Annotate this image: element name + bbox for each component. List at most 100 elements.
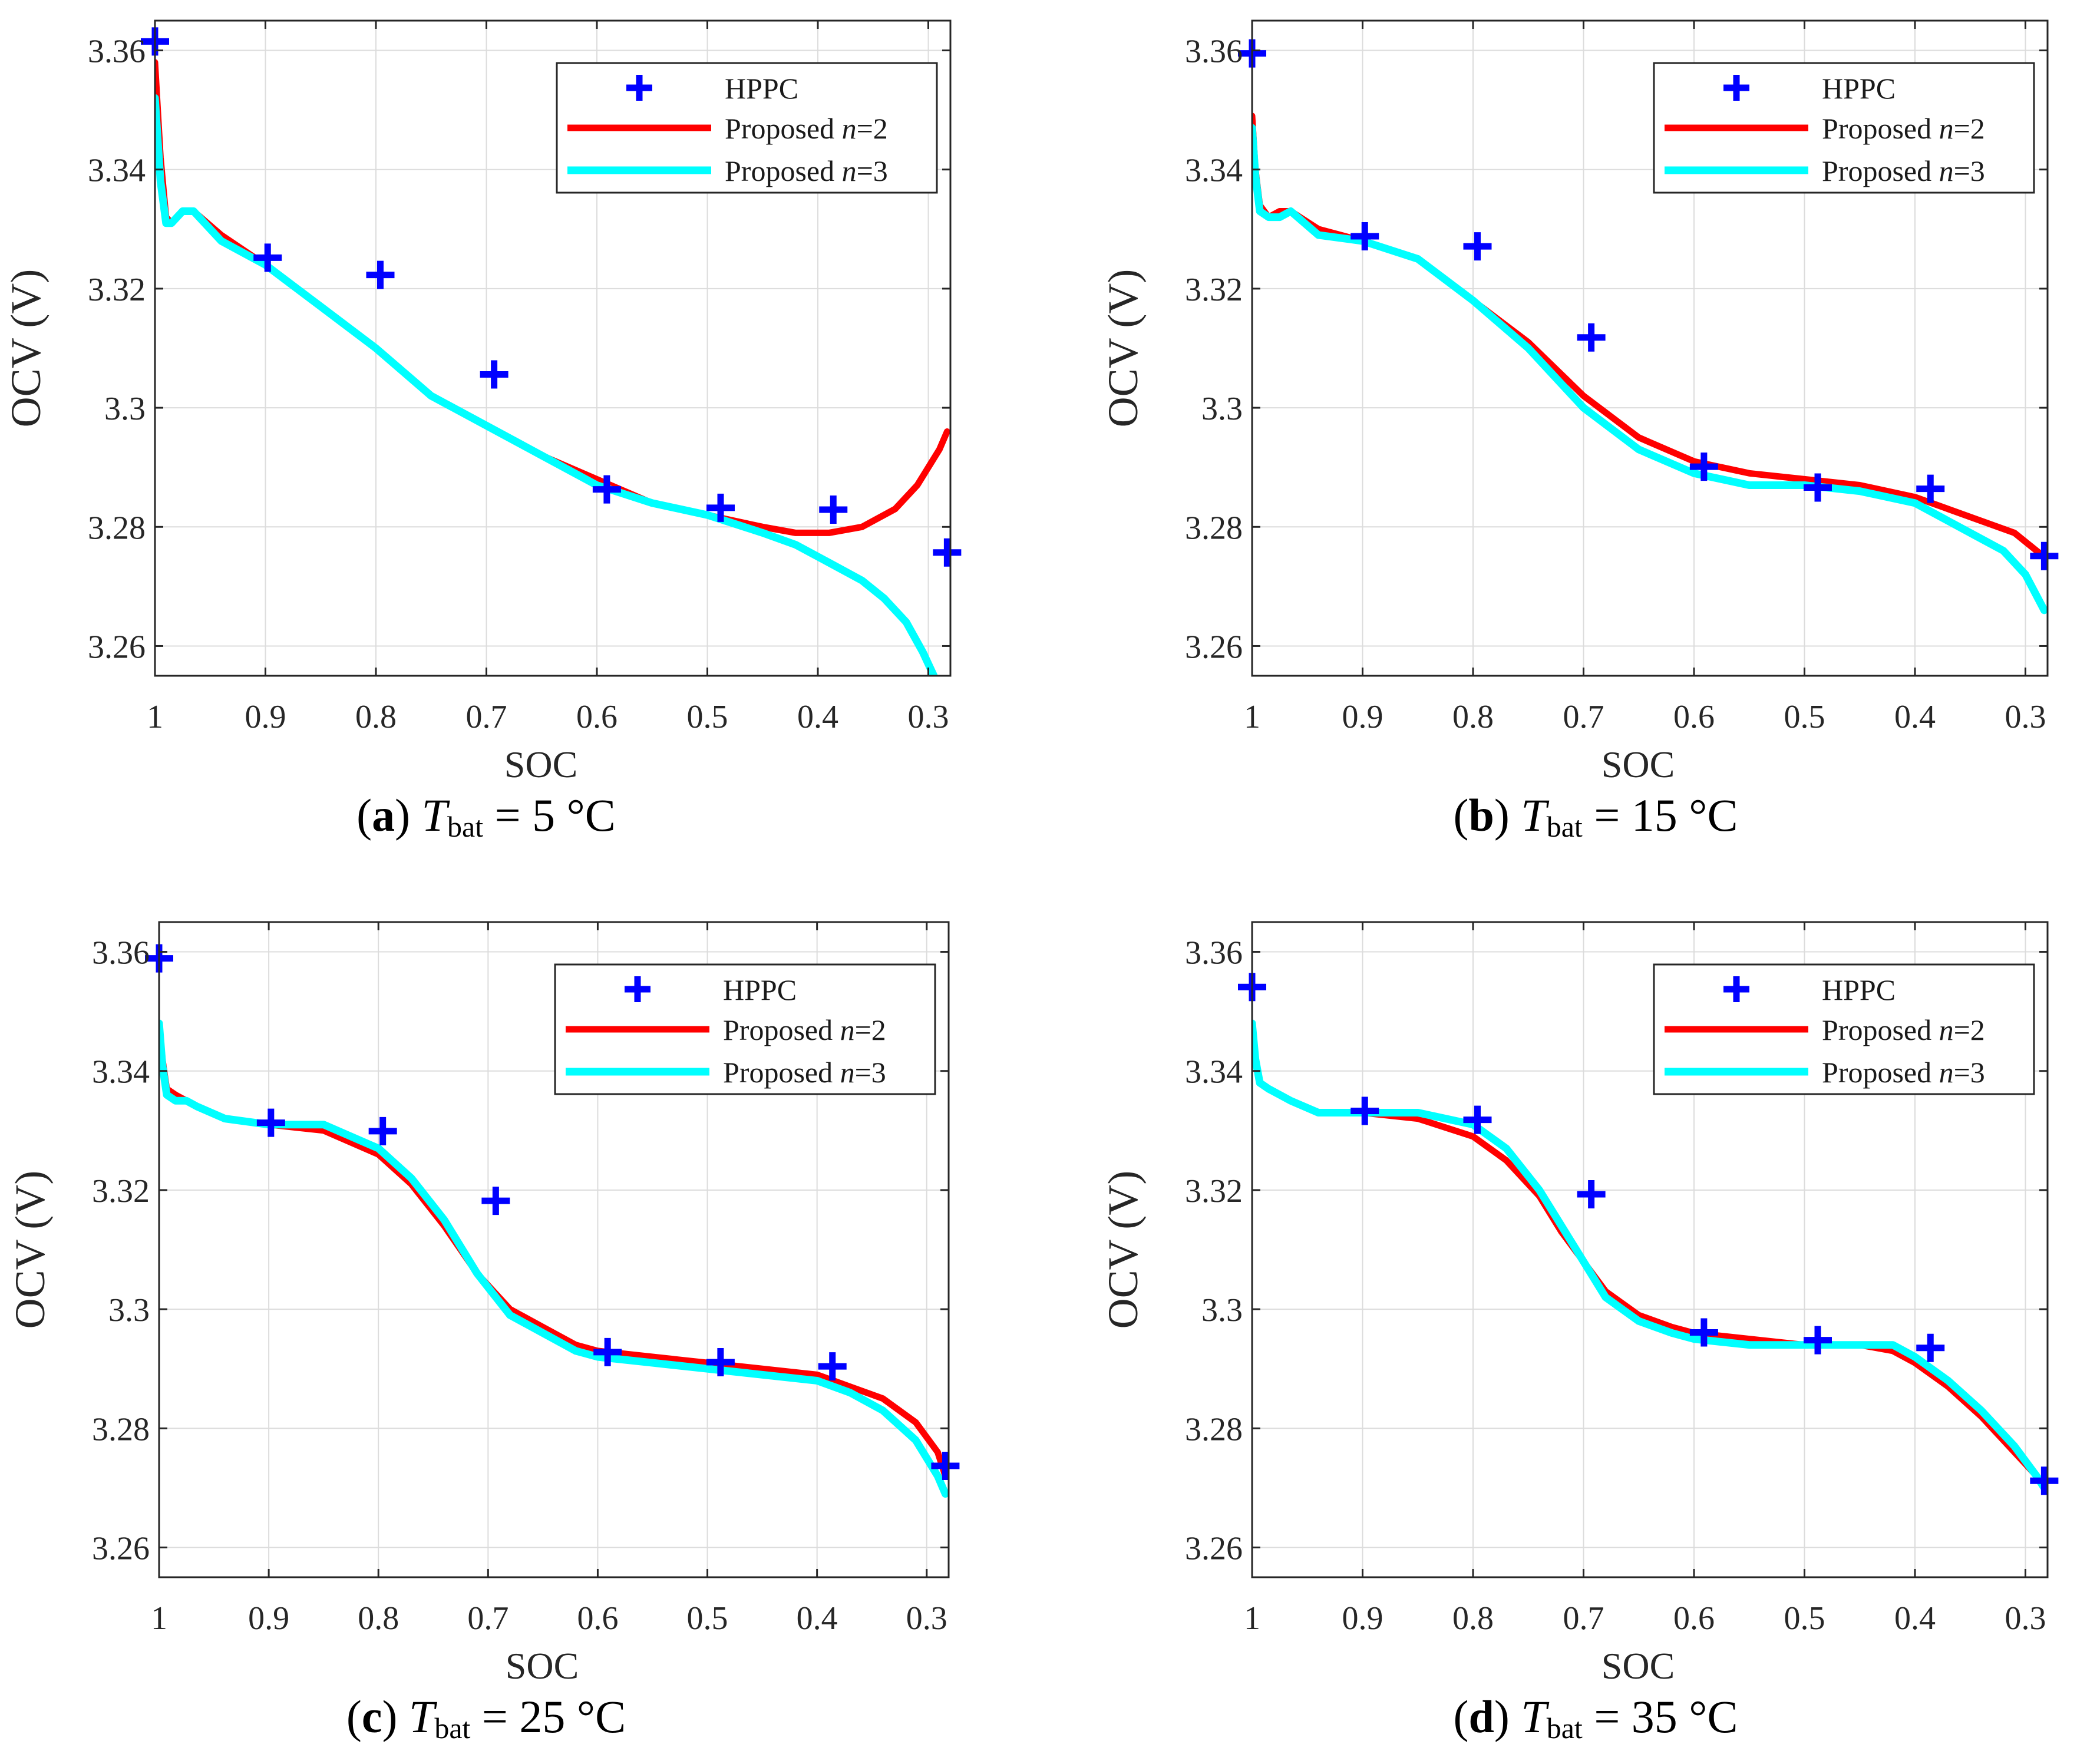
x-tick-label: 0.6 [1673,699,1715,735]
y-tick-label: 3.34 [92,1054,150,1091]
panel-caption: (a) Tbat = 5 °C [356,789,616,843]
legend-hppc-marker [1723,976,1749,1002]
legend-label-hppc: HPPC [1822,72,1896,105]
y-tick-label: 3.32 [1185,1173,1243,1210]
x-tick-label: 0.7 [1563,1600,1604,1637]
x-tick-label: 0.4 [1894,1600,1936,1637]
y-axis-label: OCV (V) [6,1171,54,1329]
hppc-marker [256,1108,285,1137]
x-tick-label: 0.6 [576,699,618,735]
y-tick-label: 3.28 [88,510,146,546]
hppc-marker [592,475,621,504]
legend: HPPC Proposed n=2 Proposed n=3 [1653,963,2035,1095]
y-tick-label: 3.3 [1201,391,1243,427]
x-axis-label: SOC [504,744,578,785]
y-axis-label: OCV (V) [1099,269,1147,428]
hppc-marker [1916,1333,1945,1362]
series-line-n3 [159,1019,949,1498]
x-tick-label: 0.7 [466,699,507,735]
hppc-marker [706,1348,735,1377]
curves [159,1019,949,1498]
x-tick-label: 0.5 [687,699,728,735]
legend-hppc-marker [1723,75,1749,101]
y-tick-label: 3.28 [92,1411,150,1448]
x-tick-label: 0.8 [1452,699,1494,735]
hppc-marker [2030,541,2059,570]
chart-a: 1 0.9 0.8 0.7 0.6 0.5 0.4 0.3 3.26 3.28 3.3 3.32 3.3… [2,19,962,843]
legend-label-n3: Proposed n=3 [1822,154,1985,187]
x-tick-label: 0.3 [2005,1600,2046,1637]
axes-frame [1251,19,2049,677]
legend-label-n2: Proposed n=2 [1822,1013,1985,1046]
y-tick-label: 3.3 [108,1292,150,1329]
legend: HPPC Proposed n=2 Proposed n=3 [556,62,938,194]
x-tick-label: 0.4 [1894,699,1936,735]
y-tick-label: 3.26 [88,629,146,665]
y-tick-label: 3.34 [1185,1054,1243,1091]
y-axis-label: OCV (V) [2,269,49,428]
legend-label-n2: Proposed n=2 [1822,112,1985,145]
hppc-marker [368,1116,397,1145]
y-tick-label: 3.36 [1185,935,1243,972]
hppc-marker [1804,1326,1832,1355]
series-line-n3 [1252,1019,2048,1492]
hppc-marker [1689,452,1718,481]
legend-label-n2: Proposed n=2 [725,112,888,145]
hppc-marker [818,1352,847,1381]
panel-caption: (c) Tbat = 25 °C [346,1691,626,1745]
legend-hppc-marker [625,976,650,1002]
axes-frame [1251,921,2049,1578]
x-tick-label: 0.8 [1452,1600,1494,1637]
y-tick-label: 3.3 [1201,1292,1243,1329]
hppc-marker [1916,474,1945,503]
x-tick-label: 0.9 [1342,699,1383,735]
x-tick-label: 0.3 [906,1600,947,1637]
hppc-marker [931,1451,960,1480]
x-axis-label: SOC [1601,1645,1675,1687]
hppc-marker [1577,323,1606,352]
y-axis-label: OCV (V) [1099,1171,1147,1329]
hppc-marker [819,495,848,524]
x-tick-label: 0.7 [1563,699,1604,735]
hppc-marker [253,243,282,272]
x-tick-label: 0.9 [248,1600,289,1637]
legend-label-n3: Proposed n=3 [725,154,888,187]
x-tick-label: 0.8 [358,1600,399,1637]
y-tick-label: 3.32 [88,272,146,308]
y-tick-label: 3.36 [88,34,146,70]
legend-hppc-marker [626,75,652,101]
x-tick-label: 0.9 [245,699,286,735]
hppc-marker [2030,1466,2059,1495]
series-line-n2 [1252,113,2048,560]
chart-c: 1 0.9 0.8 0.7 0.6 0.5 0.4 0.3 3.26 3.28 3.3 3.32 3.3… [6,921,960,1745]
x-tick-label: 1 [1244,1600,1260,1637]
x-tick-label: 0.6 [577,1600,618,1637]
y-tick-label: 3.26 [1185,1530,1243,1567]
hppc-marker [480,360,508,389]
legend-label-n3: Proposed n=3 [1822,1056,1985,1089]
x-tick-label: 1 [147,699,163,735]
x-tick-label: 0.7 [467,1600,508,1637]
hppc-marker [1804,473,1832,502]
x-tick-label: 0.5 [1784,699,1825,735]
hppc-marker [1463,1105,1492,1134]
x-tick-label: 0.4 [797,1600,838,1637]
x-tick-label: 1 [1244,699,1260,735]
series-line-n3 [155,94,938,676]
legend: HPPC Proposed n=2 Proposed n=3 [1653,62,2035,194]
y-tick-label: 3.34 [1185,153,1243,189]
curves [1252,1019,2048,1492]
curves [155,59,950,676]
y-tick-label: 3.32 [92,1173,150,1210]
hppc-marker [366,260,395,289]
axes-frame [158,921,950,1578]
hppc-marker [1350,222,1379,250]
panel-caption: (d) Tbat = 35 °C [1453,1691,1738,1745]
legend-label-hppc: HPPC [1822,973,1896,1006]
y-tick-label: 3.34 [88,153,146,189]
y-tick-label: 3.26 [1185,629,1243,665]
series-line-n3 [1252,124,2048,615]
x-axis-label: SOC [506,1645,579,1687]
hppc-marker [1350,1096,1379,1125]
chart-b: 1 0.9 0.8 0.7 0.6 0.5 0.4 0.3 3.26 3.28 3.3 3.32 3.3… [1099,19,2059,843]
